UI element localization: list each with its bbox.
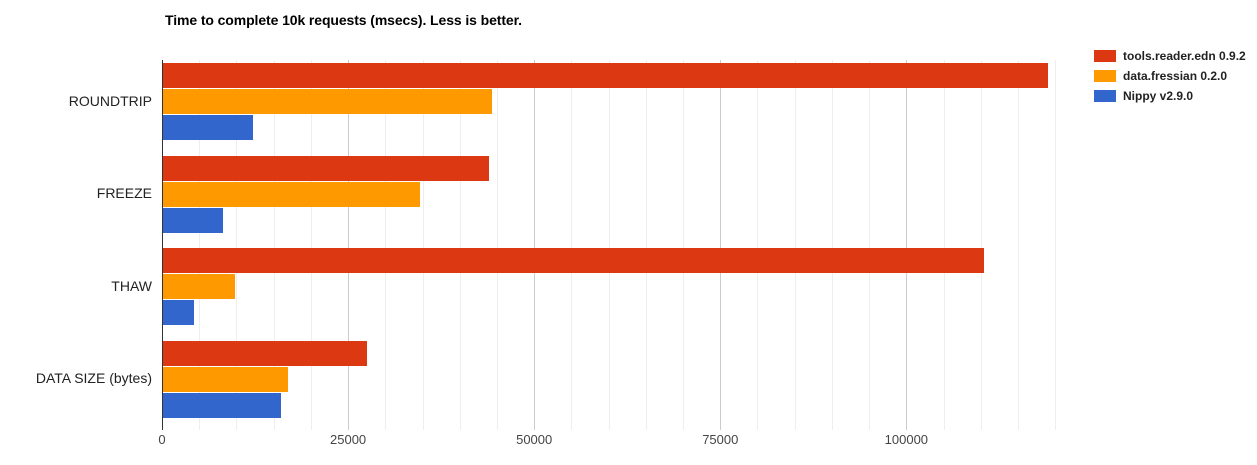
legend-item[interactable]: data.fressian 0.2.0 bbox=[1094, 66, 1254, 85]
y-axis-line bbox=[162, 60, 163, 430]
bar[interactable] bbox=[162, 366, 289, 392]
category-label: FREEZE bbox=[96, 185, 152, 201]
chart-legend: tools.reader.edn 0.9.2 data.fressian 0.2.… bbox=[1094, 46, 1254, 106]
x-tick-label: 50000 bbox=[516, 432, 553, 447]
chart-title: Time to complete 10k requests (msecs). L… bbox=[165, 12, 522, 28]
category-label: ROUNDTRIP bbox=[68, 92, 152, 109]
category-label: DATA SIZE (bytes) bbox=[35, 370, 152, 386]
bar[interactable] bbox=[162, 181, 421, 207]
legend-label: tools.reader.edn 0.9.2 bbox=[1123, 48, 1246, 63]
bar-group bbox=[162, 60, 1085, 153]
bar-group bbox=[162, 338, 1085, 431]
bar-group bbox=[162, 245, 1085, 338]
bar[interactable] bbox=[162, 248, 984, 273]
plot-area bbox=[162, 60, 1085, 430]
legend-swatch-icon bbox=[1094, 49, 1116, 62]
legend-label: data.fressian 0.2.0 bbox=[1123, 68, 1228, 83]
bar[interactable] bbox=[162, 300, 194, 325]
bar[interactable] bbox=[162, 63, 1048, 88]
legend-swatch-icon bbox=[1094, 69, 1116, 82]
bar[interactable] bbox=[162, 274, 235, 299]
legend-item[interactable]: tools.reader.edn 0.9.2 bbox=[1094, 46, 1254, 65]
bar[interactable] bbox=[162, 155, 489, 181]
x-tick-label: 0 bbox=[158, 432, 166, 447]
bar[interactable] bbox=[162, 115, 253, 140]
bar[interactable] bbox=[162, 89, 492, 114]
x-tick-label: 25000 bbox=[330, 432, 367, 447]
legend-item[interactable]: Nippy v2.9.0 bbox=[1094, 86, 1254, 105]
x-tick-label: 100000 bbox=[884, 432, 929, 447]
legend-swatch-icon bbox=[1094, 89, 1116, 102]
bar[interactable] bbox=[162, 392, 282, 418]
legend-label: Nippy v2.9.0 bbox=[1123, 88, 1194, 103]
bar[interactable] bbox=[162, 340, 368, 366]
category-label: THAW bbox=[111, 277, 152, 294]
bar[interactable] bbox=[162, 207, 224, 233]
bar-group bbox=[162, 153, 1085, 246]
x-tick-label: 75000 bbox=[702, 432, 739, 447]
